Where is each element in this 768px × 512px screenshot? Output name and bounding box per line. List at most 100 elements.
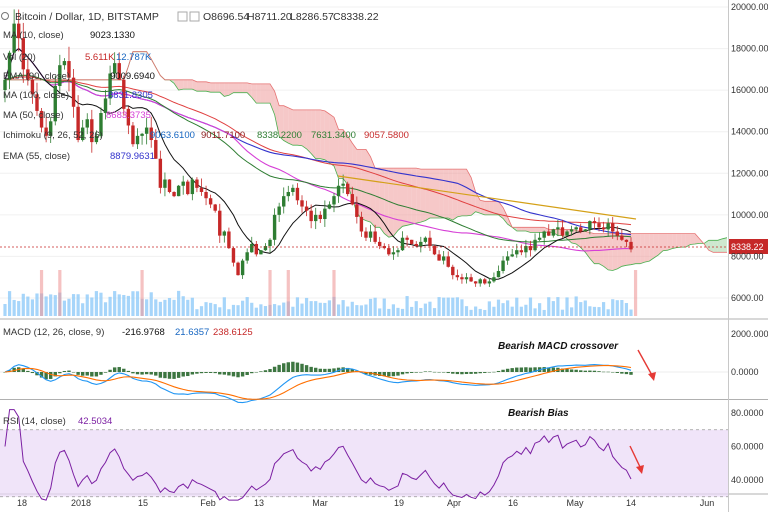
volume-bar <box>336 304 341 316</box>
macd-histogram-bar <box>437 372 441 373</box>
volume-bar <box>624 303 629 316</box>
volume-bar <box>528 297 533 316</box>
ichimoku-cloud-segment <box>347 135 353 199</box>
ema55-label[interactable]: EMA (55, close) <box>3 151 70 162</box>
volume-bar <box>263 306 268 316</box>
volume-bar <box>387 308 391 316</box>
candle-body <box>108 73 112 99</box>
candle-body <box>304 206 309 211</box>
macd-histogram-bar <box>419 372 423 373</box>
macd-histogram-bar <box>304 365 309 372</box>
macd-histogram-bar <box>163 372 167 379</box>
macd-histogram-bar <box>469 372 473 374</box>
macd-histogram-bar <box>396 372 400 376</box>
volume-bar <box>519 306 523 316</box>
macd-histogram-bar <box>99 372 103 375</box>
ichimoku-cloud-segment <box>589 232 595 264</box>
candle-body <box>483 279 487 284</box>
rsi-label[interactable]: RSI (14, close) <box>3 416 66 427</box>
symbol-title[interactable]: Bitcoin / Dollar, 1D, BITSTAMP <box>15 11 159 23</box>
ichimoku-cloud-segment <box>416 168 421 224</box>
ichimoku-cloud-segment <box>174 79 179 91</box>
ichimoku-cloud-segment <box>411 168 417 225</box>
candle-body <box>62 61 67 66</box>
ichimoku-cloud-segment <box>530 227 536 233</box>
candle-body <box>446 256 450 267</box>
volume-bar <box>181 296 185 316</box>
volume-bar <box>17 301 21 316</box>
ma50-label[interactable]: MA (50, close) <box>3 110 64 121</box>
candle-body <box>318 214 322 220</box>
volume-bar <box>318 302 322 316</box>
candle-body <box>122 79 126 109</box>
rsi-annotation: Bearish Bias <box>508 408 569 419</box>
time-axis-tick: May <box>566 498 584 508</box>
candle-body <box>30 79 35 95</box>
candle-body <box>432 246 437 255</box>
settings-icon[interactable] <box>189 11 200 22</box>
candle-body <box>574 227 578 230</box>
candle-body <box>240 260 245 276</box>
time-axis-tick: Apr <box>447 498 461 508</box>
macd-histogram-bar <box>67 370 71 372</box>
candle-body <box>515 250 519 255</box>
ichimoku-cloud-segment <box>685 233 691 248</box>
candle-body <box>377 241 382 247</box>
candle-body <box>373 231 377 242</box>
ichimoku-cloud-segment <box>484 201 490 215</box>
candle-body <box>391 252 396 255</box>
vol-label[interactable]: Vol (20) <box>3 52 36 63</box>
candle-body <box>204 191 208 199</box>
volume-bar <box>186 299 190 316</box>
eye-icon[interactable] <box>177 11 188 22</box>
macd-histogram-bar <box>583 370 588 372</box>
ichimoku-cloud-segment <box>238 82 243 93</box>
macd-histogram-bar <box>515 367 519 372</box>
ichimoku-value-4: 7631.3400 <box>311 130 356 141</box>
macd-panel[interactable] <box>0 320 728 398</box>
macd-histogram-bar <box>213 372 217 374</box>
macd-signal-line <box>4 365 632 400</box>
candle-body <box>464 277 469 280</box>
time-axis-tick: 19 <box>394 498 404 508</box>
expand-icon[interactable] <box>1 12 9 20</box>
macd-histogram-bar <box>505 368 510 372</box>
volume-bar <box>190 297 194 316</box>
ichimoku-cloud-segment <box>210 82 216 93</box>
candle-body <box>126 108 131 126</box>
volume-bar <box>451 297 455 316</box>
ichimoku-label[interactable]: Ichimoku (9, 26, 52, 26) <box>3 130 103 141</box>
candle-body <box>94 135 99 143</box>
volume-bar <box>76 294 80 316</box>
chart-header: Bitcoin / Dollar, 1D, BITSTAMP O8696.54 … <box>1 11 379 23</box>
volume-bar <box>620 300 624 316</box>
volume-bar <box>103 302 108 316</box>
ichimoku-cloud-segment <box>338 129 344 179</box>
volume-bar <box>231 304 236 316</box>
ichimoku-cloud-segment <box>608 233 613 271</box>
candle-body <box>90 119 94 143</box>
ichimoku-cloud-segment <box>640 233 645 264</box>
macd-histogram-bar <box>122 368 126 372</box>
macd-histogram-bar <box>222 372 227 375</box>
volume-bar <box>327 300 332 316</box>
open-value: O8696.54 <box>203 11 249 23</box>
candle-body <box>620 235 624 240</box>
ichimoku-cloud-segment <box>311 109 316 159</box>
macd-histogram-bar <box>524 367 528 372</box>
ichimoku-cloud-segment <box>178 79 184 91</box>
volume-bar <box>565 297 569 316</box>
ma100-label[interactable]: MA (100, close) <box>3 90 69 101</box>
ema90-label[interactable]: EMA (90, close) <box>3 71 70 82</box>
ma10-label[interactable]: MA (10, close) <box>3 30 64 41</box>
macd-histogram-bar <box>12 367 16 372</box>
candle-body <box>524 246 528 253</box>
macd-label[interactable]: MACD (12, 26, close, 9) <box>3 327 104 338</box>
volume-bar <box>30 299 35 316</box>
candle-body <box>236 262 240 276</box>
macd-histogram-bar <box>560 368 565 372</box>
candle-body <box>227 231 231 249</box>
ichimoku-cloud-segment <box>196 81 202 92</box>
ichimoku-cloud-segment <box>667 233 673 251</box>
